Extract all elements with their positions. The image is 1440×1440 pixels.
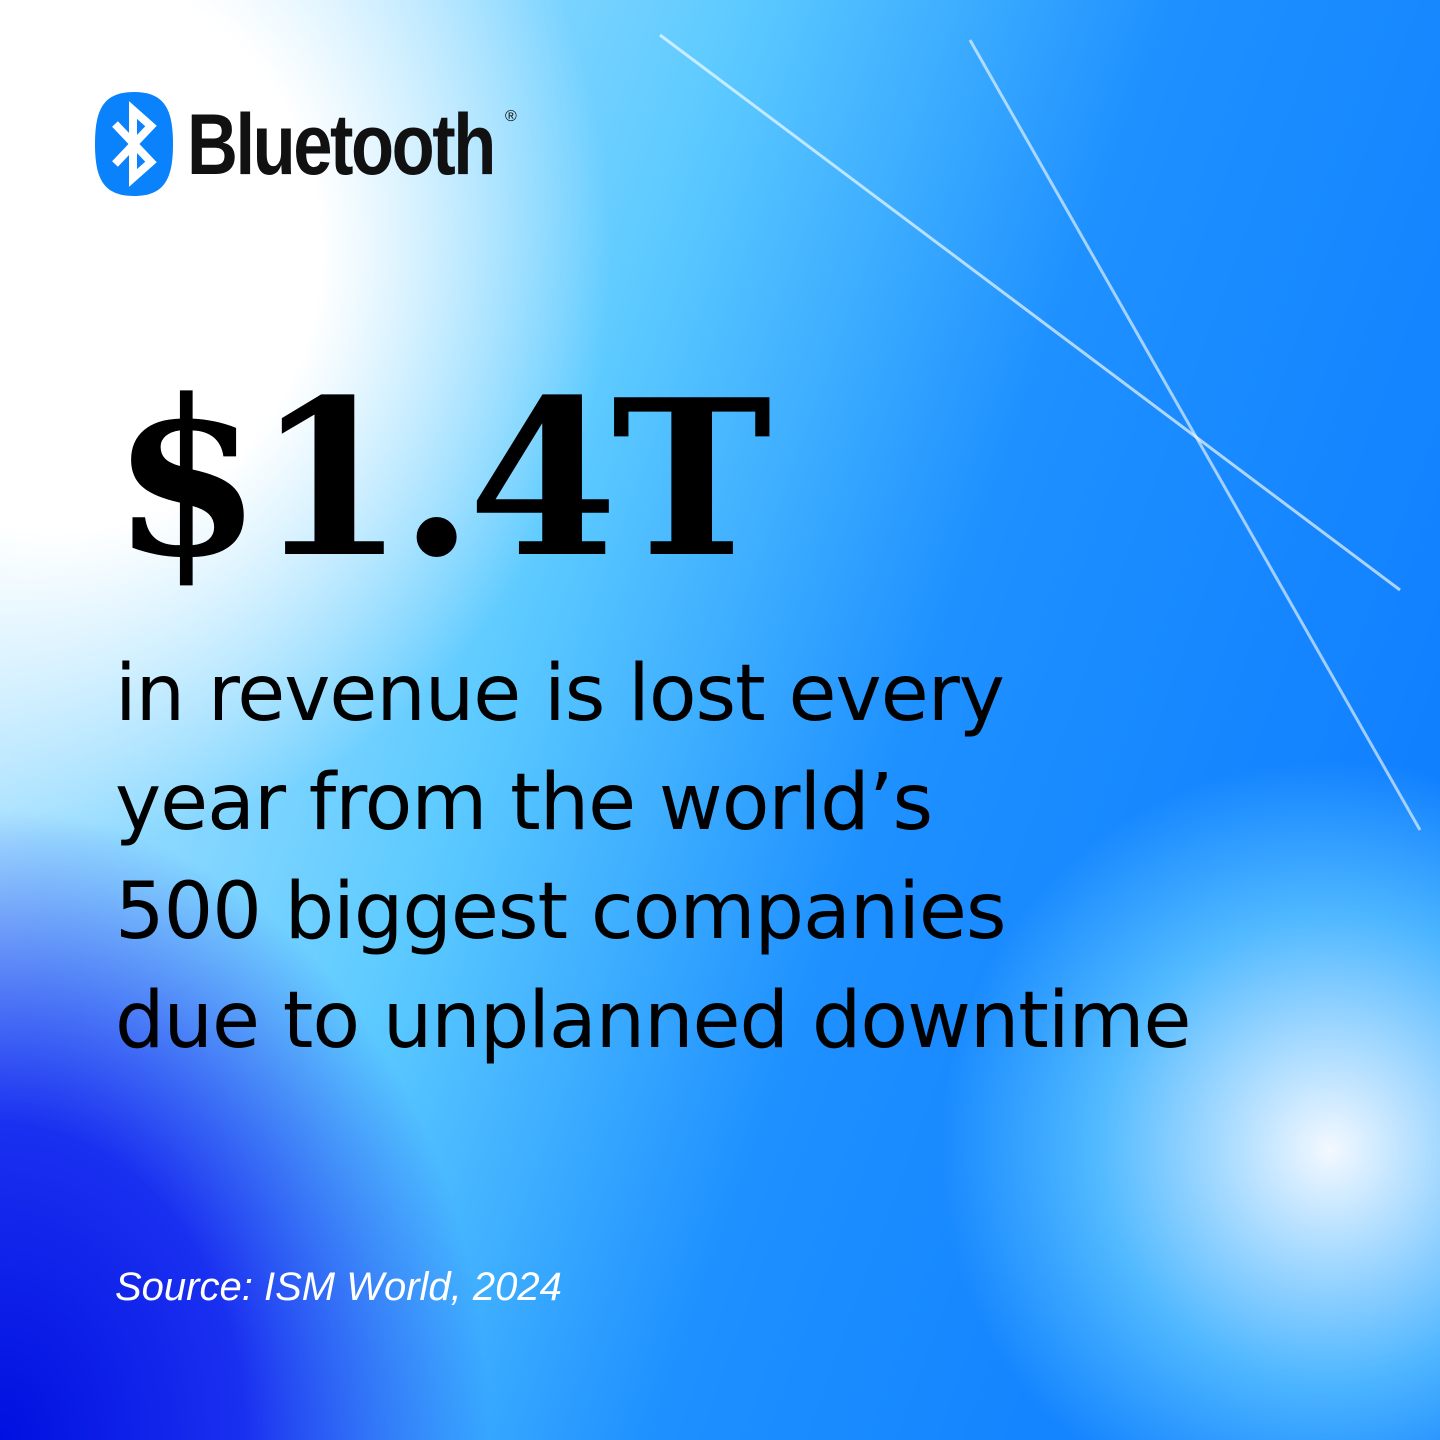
body-text: in revenue is lost every year from the w… [115, 640, 1192, 1076]
bluetooth-icon [95, 92, 173, 196]
brand-name: Bluetooth [187, 97, 496, 193]
logo: Bluetooth ® [95, 92, 561, 196]
body-line: due to unplanned downtime [115, 976, 1192, 1066]
source: Source: ISM World, 2024 [115, 1265, 562, 1309]
body-line: in revenue is lost every [115, 649, 1005, 739]
body-line: year from the world’s [115, 758, 933, 848]
body-line: 500 biggest companies [115, 867, 1007, 957]
headline: $1.4T [112, 352, 772, 605]
registered-mark: ® [505, 108, 517, 125]
